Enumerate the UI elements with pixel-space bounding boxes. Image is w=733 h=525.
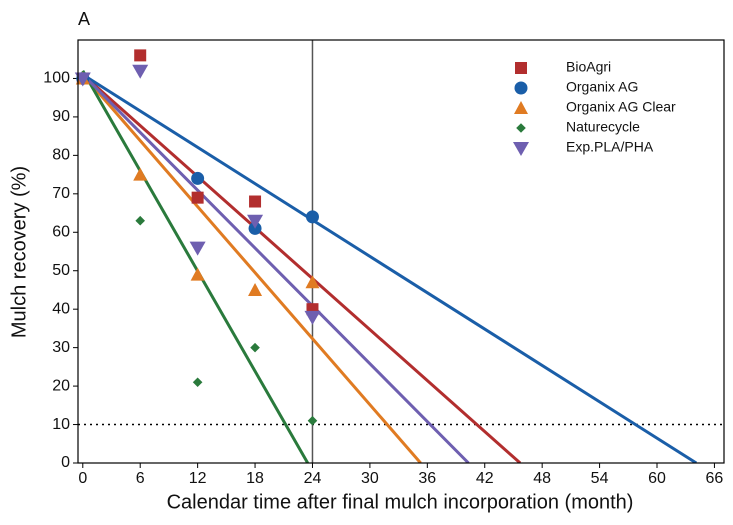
plot-frame (77, 39, 725, 464)
data-point (305, 275, 320, 289)
legend-marker (515, 62, 527, 74)
data-point (247, 214, 264, 229)
data-point (249, 195, 262, 208)
x-tick-label: 60 (648, 470, 666, 487)
x-tick-label: 30 (361, 470, 379, 487)
x-tick-label: 66 (706, 470, 724, 487)
data-point (132, 64, 149, 79)
y-tick-label: 20 (52, 377, 70, 394)
x-tick-label: 6 (136, 470, 145, 487)
x-tick-label: 24 (304, 470, 322, 487)
legend-marker (514, 101, 528, 114)
data-point (305, 210, 319, 224)
y-tick-label: 100 (43, 70, 70, 87)
legend-label: Naturecycle (566, 119, 640, 135)
y-tick-label: 90 (52, 108, 70, 125)
data-point (135, 215, 146, 226)
y-tick-label: 50 (52, 262, 70, 279)
data-point (189, 241, 206, 256)
data-point (250, 342, 260, 353)
data-point (190, 267, 205, 281)
y-tick-label: 70 (52, 185, 70, 202)
fit-line (81, 70, 309, 463)
fit-line (81, 73, 698, 463)
y-tick-label: 10 (52, 416, 70, 433)
data-point (74, 72, 91, 87)
data-point (133, 167, 148, 181)
legend-label: BioAgri (566, 59, 611, 75)
fit-line (81, 73, 470, 463)
data-point (304, 310, 321, 325)
legend-label: Organix AG Clear (566, 99, 676, 115)
data-point (134, 49, 147, 62)
y-tick-label: 0 (61, 454, 70, 471)
data-point (192, 377, 203, 388)
x-tick-label: 36 (418, 470, 436, 487)
panel-label: A (78, 9, 90, 29)
y-axis-label: Mulch recovery (%) (8, 166, 30, 338)
x-tick-label: 48 (533, 470, 551, 487)
x-tick-label: 18 (246, 470, 264, 487)
x-tick-label: 54 (591, 470, 609, 487)
legend-marker (514, 81, 528, 95)
x-tick-label: 0 (78, 470, 87, 487)
y-tick-label: 60 (52, 223, 70, 240)
fit-line (81, 73, 522, 463)
data-point (191, 171, 205, 185)
legend-marker (516, 123, 526, 133)
x-tick-label: 12 (189, 470, 207, 487)
legend-label: Exp.PLA/PHA (566, 139, 654, 155)
y-tick-label: 80 (52, 147, 70, 164)
x-tick-label: 42 (476, 470, 494, 487)
y-tick-label: 40 (52, 300, 70, 317)
x-axis-label: Calendar time after final mulch incorpor… (167, 491, 634, 513)
fit-line (81, 73, 422, 463)
y-tick-label: 30 (52, 339, 70, 356)
data-point (307, 415, 318, 426)
legend-label: Organix AG (566, 79, 638, 95)
legend-marker (513, 142, 529, 156)
data-point (191, 191, 204, 204)
data-point (248, 282, 263, 296)
